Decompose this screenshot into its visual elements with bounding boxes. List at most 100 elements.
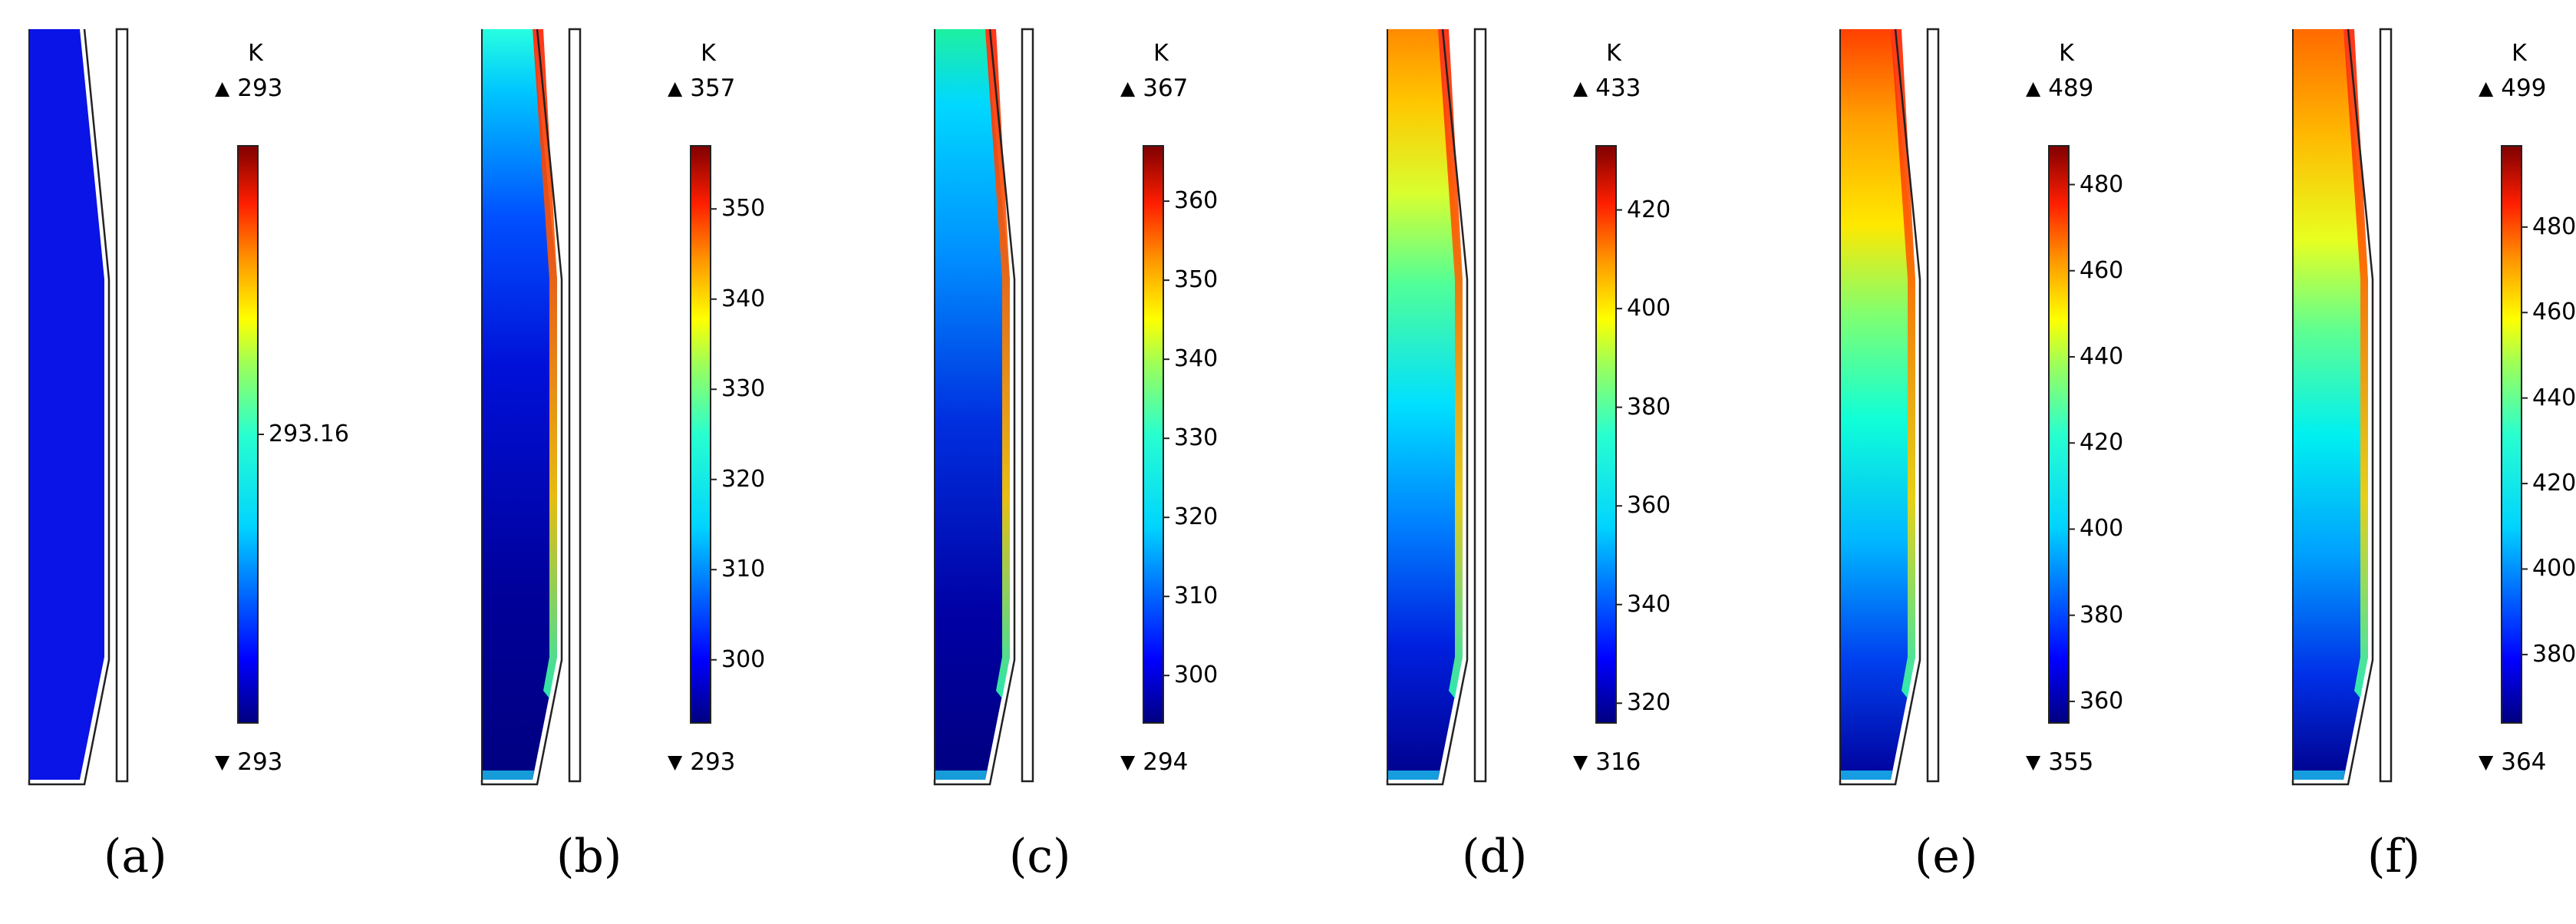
colorbar-tick-label: 310 xyxy=(1174,582,1219,610)
outer-wall xyxy=(568,28,582,783)
colorbar-tick-label: 440 xyxy=(2532,384,2576,411)
min-triangle-icon: ▼ xyxy=(2026,751,2041,773)
domain-region xyxy=(2293,29,2368,780)
colorbar-tick-label: 400 xyxy=(1627,295,1671,322)
colorbar-tick-label: 380 xyxy=(2080,601,2124,629)
max-value: ▲ 357 xyxy=(668,74,736,102)
temperature-field-plot xyxy=(2291,28,2528,786)
max-triangle-icon: ▲ xyxy=(2026,77,2041,99)
max-value: ▲ 293 xyxy=(215,74,283,102)
hot-wall-band xyxy=(1438,29,1463,698)
colorbar-tick-label: 310 xyxy=(721,556,766,583)
unit-label: K xyxy=(1606,40,1621,67)
colorbar-tick-label: 480 xyxy=(2532,213,2576,240)
colorbar xyxy=(2501,145,2522,724)
max-triangle-icon: ▲ xyxy=(668,77,683,99)
colorbar-tick-label: 420 xyxy=(2532,470,2576,497)
bottom-band xyxy=(482,771,534,780)
subfigure-label: (d) xyxy=(1462,830,1528,883)
min-triangle-icon: ▼ xyxy=(2479,751,2494,773)
temperature-field-plot xyxy=(480,28,717,786)
max-value: ▲ 433 xyxy=(1573,74,1641,102)
min-value: ▼ 293 xyxy=(215,748,283,776)
colorbar-tick-label: 350 xyxy=(721,195,766,223)
outer-wall xyxy=(1926,28,1940,783)
colorbar-tick-label: 400 xyxy=(2080,515,2124,543)
min-value: ▼ 364 xyxy=(2479,748,2547,776)
temperature-field-plot xyxy=(1386,28,1622,786)
bottom-band xyxy=(1387,771,1440,780)
hot-wall-band xyxy=(1891,29,1915,698)
outer-wall xyxy=(1021,28,1034,783)
colorbar-tick-label: 320 xyxy=(721,465,766,493)
max-value: ▲ 489 xyxy=(2026,74,2094,102)
colorbar-tick-label: 340 xyxy=(1627,590,1671,618)
hot-wall-band xyxy=(985,29,1010,698)
max-triangle-icon: ▲ xyxy=(1120,77,1136,99)
unit-label: K xyxy=(248,40,263,67)
min-triangle-icon: ▼ xyxy=(1120,751,1136,773)
panel-a: 293.16 K ▲ 293 ▼ 293 (a) xyxy=(0,0,429,924)
colorbar-tick-label: 330 xyxy=(1174,424,1219,452)
outer-wall xyxy=(115,28,129,783)
colorbar-tick-label: 400 xyxy=(2532,555,2576,582)
panel-f: 480 460 440 420 400 380 K ▲ 499 ▼ 364 (f) xyxy=(2264,0,2576,924)
colorbar xyxy=(1595,145,1617,724)
colorbar-tick-label: 330 xyxy=(721,375,766,403)
colorbar xyxy=(690,145,711,724)
max-value: ▲ 367 xyxy=(1120,74,1189,102)
min-triangle-icon: ▼ xyxy=(1573,751,1588,773)
min-triangle-icon: ▼ xyxy=(215,751,230,773)
unit-label: K xyxy=(701,40,716,67)
panel-d: 420 400 380 360 340 320 K ▲ 433 ▼ 316 (d) xyxy=(1358,0,1787,924)
subfigure-label: (a) xyxy=(104,830,167,883)
subfigure-label: (f) xyxy=(2367,830,2421,883)
max-triangle-icon: ▲ xyxy=(215,77,230,99)
colorbar-tick-label: 360 xyxy=(2080,687,2124,714)
min-value: ▼ 294 xyxy=(1120,748,1189,776)
max-triangle-icon: ▲ xyxy=(2479,77,2494,99)
domain-region xyxy=(1840,29,1915,780)
colorbar-tick-label: 293.16 xyxy=(269,421,349,447)
outer-wall xyxy=(1473,28,1487,783)
temperature-field-plot xyxy=(1839,28,2075,786)
unit-label: K xyxy=(1153,40,1169,67)
min-triangle-icon: ▼ xyxy=(668,751,683,773)
bottom-band xyxy=(2293,771,2345,780)
colorbar-tick-label: 420 xyxy=(2080,429,2124,457)
hot-wall-band xyxy=(2343,29,2368,698)
domain-region xyxy=(1387,29,1463,780)
panel-b: 350 340 330 320 310 300 K ▲ 357 ▼ 293 (b) xyxy=(453,0,882,924)
colorbar-tick-label: 480 xyxy=(2080,170,2124,198)
bottom-band xyxy=(935,771,987,780)
colorbar-tick-label: 380 xyxy=(1627,393,1671,421)
domain-region xyxy=(29,29,104,780)
colorbar-tick-label: 300 xyxy=(1174,662,1219,689)
outer-wall xyxy=(2379,28,2393,783)
subfigure-label: (e) xyxy=(1915,830,1978,883)
subfigure-label: (b) xyxy=(556,830,622,883)
colorbar-tick-label: 360 xyxy=(1174,187,1219,215)
unit-label: K xyxy=(2512,40,2527,67)
colorbar-tick-label: 420 xyxy=(1627,196,1671,223)
max-triangle-icon: ▲ xyxy=(1573,77,1588,99)
min-value: ▼ 316 xyxy=(1573,748,1641,776)
bottom-band xyxy=(1840,771,1892,780)
colorbar-tick-label: 320 xyxy=(1174,503,1219,531)
colorbar xyxy=(2048,145,2070,724)
domain-region xyxy=(482,29,557,780)
min-value: ▼ 293 xyxy=(668,748,736,776)
panel-c: 360 350 340 330 320 310 300 K ▲ 367 ▼ 294 (c) xyxy=(905,0,1334,924)
domain-region xyxy=(935,29,1010,780)
colorbar-tick-label: 350 xyxy=(1174,266,1219,294)
colorbar-tick-label: 320 xyxy=(1627,689,1671,717)
colorbar xyxy=(237,145,259,724)
temperature-field-plot xyxy=(933,28,1169,786)
panel-e: 480 460 440 420 400 380 360 K ▲ 489 ▼ 355 (e) xyxy=(1811,0,2240,924)
temperature-field-plot xyxy=(28,28,264,786)
max-value: ▲ 499 xyxy=(2479,74,2547,102)
colorbar-tick-label: 460 xyxy=(2532,299,2576,326)
colorbar-tick-label: 340 xyxy=(721,285,766,312)
colorbar-tick-label: 440 xyxy=(2080,342,2124,370)
colorbar xyxy=(1143,145,1164,724)
